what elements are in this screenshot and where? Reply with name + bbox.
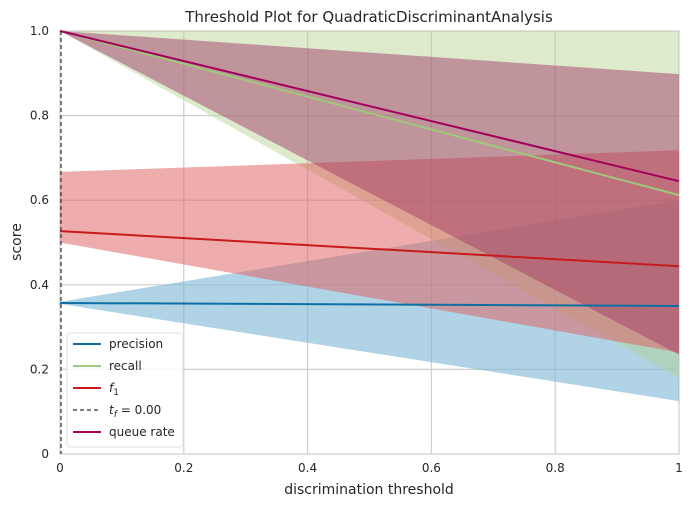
x-tick-label: 1 bbox=[675, 461, 683, 475]
series-lines bbox=[59, 30, 680, 307]
x-tick-label: 0.2 bbox=[174, 461, 193, 475]
band-queue-rate bbox=[60, 31, 679, 355]
line-queue-rate bbox=[59, 30, 680, 183]
y-axis-label: score bbox=[9, 223, 25, 261]
legend-box bbox=[66, 332, 184, 448]
x-tick-label: 0.8 bbox=[546, 461, 565, 475]
y-tick-label: 0 bbox=[41, 447, 49, 461]
y-tick-label: 0.4 bbox=[30, 278, 49, 292]
x-tick-label: 0.6 bbox=[422, 461, 441, 475]
legend-label: tf = 0.00 bbox=[109, 403, 161, 420]
y-tick-labels: 0 0.2 0.4 0.6 0.8 1.0 bbox=[30, 24, 49, 461]
y-tick-label: 0.8 bbox=[30, 109, 49, 123]
line-precision bbox=[59, 301, 680, 307]
x-axis-label: discrimination threshold bbox=[284, 482, 454, 498]
x-tick-label: 0 bbox=[56, 461, 64, 475]
legend-label: f1 bbox=[109, 381, 119, 398]
y-tick-label: 0.2 bbox=[30, 362, 49, 376]
chart-title: Threshold Plot for QuadraticDiscriminant… bbox=[184, 8, 553, 26]
legend-label: recall bbox=[109, 359, 142, 373]
legend: precision recall f1 tf = 0.00 queue rate bbox=[66, 332, 184, 448]
line-f_1 bbox=[59, 230, 680, 268]
legend-label: queue rate bbox=[109, 425, 175, 439]
x-tick-label: 0.4 bbox=[298, 461, 317, 475]
line-recall bbox=[59, 30, 680, 197]
confidence-bands bbox=[60, 31, 679, 402]
y-tick-label: 0.6 bbox=[30, 193, 49, 207]
y-tick-label: 1.0 bbox=[30, 24, 49, 38]
x-tick-labels: 0 0.2 0.4 0.6 0.8 1 bbox=[56, 461, 683, 475]
legend-label: precision bbox=[109, 337, 163, 351]
